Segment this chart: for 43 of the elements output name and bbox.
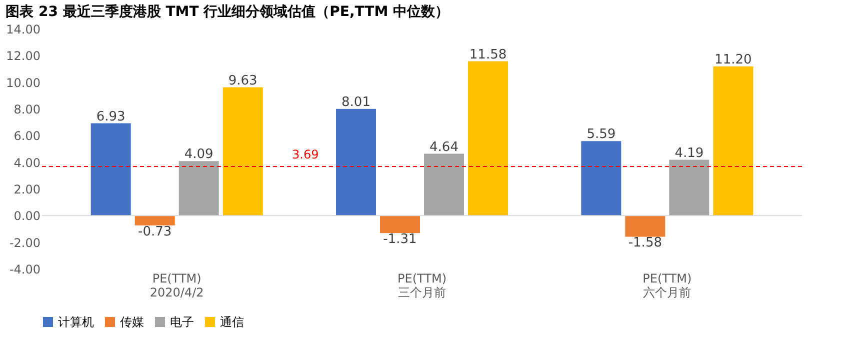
ref-line-label: 3.69 — [292, 147, 319, 162]
bar — [581, 141, 622, 216]
y-tick-label: 4.00 — [14, 156, 40, 170]
data-label: 6.93 — [96, 109, 126, 124]
bar — [134, 216, 175, 226]
data-label: 11.58 — [469, 47, 507, 62]
y-tick-label: -4.00 — [9, 262, 40, 276]
y-tick-label: 0.00 — [14, 209, 40, 224]
data-label: 9.63 — [228, 73, 258, 88]
y-tick-label: 8.00 — [14, 102, 40, 116]
data-label: -1.58 — [628, 236, 662, 251]
y-tick-label: 10.00 — [6, 76, 40, 90]
x-tick-label: PE(TTM) 三个月前 — [398, 272, 446, 300]
bar — [424, 154, 464, 216]
bar — [625, 216, 666, 237]
legend-label: 通信 — [220, 315, 244, 329]
y-tick-label: 2.00 — [14, 182, 40, 196]
data-label: 11.20 — [714, 52, 752, 68]
bar — [380, 216, 420, 234]
data-label: 8.01 — [342, 94, 370, 110]
y-tick-label: 12.00 — [6, 49, 40, 64]
x-tick-label: PE(TTM) 2020/4/2 — [150, 272, 204, 300]
bar — [178, 161, 219, 216]
bar — [222, 87, 263, 216]
bar — [90, 123, 131, 216]
chart-title: 图表 23 最近三季度港股 TMT 行业细分领域估值（PE,TTM 中位数） — [6, 3, 450, 20]
bar — [669, 160, 710, 216]
legend-label: 传媒 — [120, 315, 144, 329]
data-label: -0.73 — [138, 224, 172, 240]
data-label: 5.59 — [586, 127, 616, 142]
data-label: 4.09 — [184, 147, 214, 162]
x-tick-label: PE(TTM) 六个月前 — [642, 272, 692, 300]
bar — [713, 66, 754, 216]
data-label: 4.19 — [674, 146, 704, 161]
y-tick-label: 6.00 — [14, 129, 40, 144]
y-tick-label: -2.00 — [9, 236, 40, 250]
bar — [336, 108, 376, 216]
legend-label: 计算机 — [58, 315, 94, 329]
legend-label: 电子 — [170, 315, 194, 329]
data-label: 4.64 — [430, 140, 458, 155]
bar — [468, 61, 508, 216]
data-label: -1.31 — [383, 232, 417, 248]
y-tick-label: 14.00 — [6, 22, 40, 36]
